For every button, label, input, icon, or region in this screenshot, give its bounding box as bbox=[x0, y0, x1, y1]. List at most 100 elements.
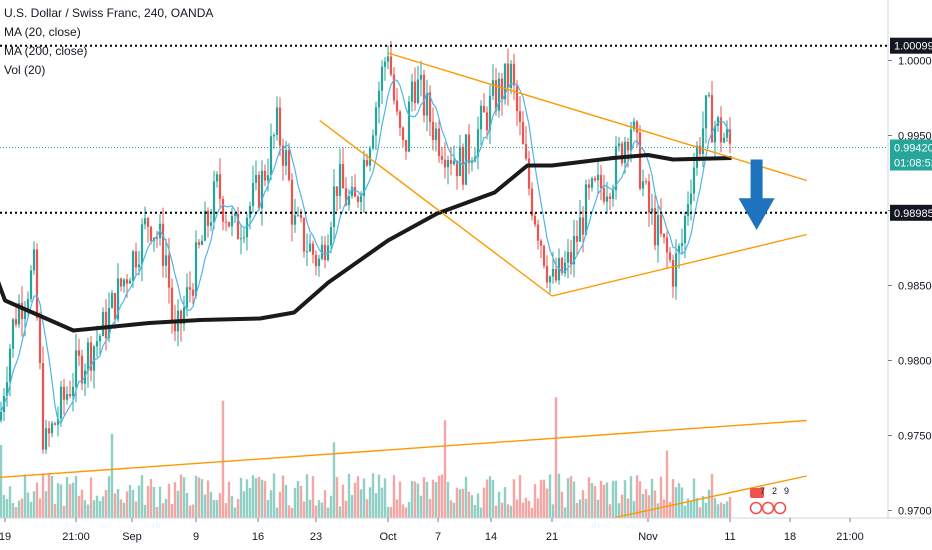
price-tag-box bbox=[890, 139, 932, 156]
x-tick-label: 11 bbox=[724, 531, 735, 543]
volume-bar bbox=[383, 478, 387, 518]
candle-body bbox=[170, 287, 174, 322]
candle-body bbox=[215, 174, 219, 182]
volume-bar bbox=[563, 507, 567, 518]
volume-bar bbox=[5, 499, 9, 518]
event-dot bbox=[761, 501, 775, 515]
indicator-ma20[interactable]: MA (20, close) bbox=[4, 25, 81, 39]
candle-body bbox=[563, 262, 567, 274]
candle-body bbox=[692, 167, 696, 194]
candle-body bbox=[44, 428, 48, 450]
candle-body bbox=[191, 289, 195, 296]
x-tick-label: 19 bbox=[0, 531, 11, 543]
volume-bar bbox=[347, 473, 351, 518]
candle-body bbox=[236, 213, 240, 240]
candle-body bbox=[311, 243, 315, 255]
candle-body bbox=[398, 111, 402, 128]
candle-body bbox=[350, 187, 354, 197]
candle-body bbox=[713, 126, 717, 143]
volume-bar bbox=[410, 481, 414, 518]
candle-body bbox=[287, 150, 291, 180]
candle-body bbox=[113, 293, 117, 320]
volume-bar bbox=[539, 479, 543, 518]
event-flag bbox=[750, 488, 764, 498]
volume-bar bbox=[695, 498, 699, 518]
candle-body bbox=[620, 143, 624, 164]
symbol-title[interactable]: U.S. Dollar / Swiss Franc, 240, OANDA bbox=[4, 6, 214, 20]
volume-bar bbox=[374, 493, 378, 518]
volume-bar bbox=[599, 480, 603, 518]
candle-body bbox=[653, 208, 657, 246]
candle-body bbox=[470, 161, 474, 163]
volume-bar bbox=[380, 487, 384, 518]
volume-bar bbox=[269, 490, 273, 518]
candle-body bbox=[218, 174, 222, 199]
candle-body bbox=[227, 222, 231, 227]
volume-bar bbox=[242, 491, 246, 518]
volume-bar bbox=[458, 489, 462, 518]
y-tick-label: 0.97000 bbox=[898, 506, 932, 518]
volume-bar bbox=[62, 505, 66, 518]
indicator-ma200[interactable]: MA (200, close) bbox=[4, 44, 88, 58]
event-dot bbox=[773, 501, 787, 515]
volume-bar bbox=[653, 490, 657, 518]
volume-bar bbox=[326, 507, 330, 518]
candle-body bbox=[617, 143, 621, 147]
volume-bar bbox=[512, 479, 516, 518]
volume-bar bbox=[56, 483, 60, 518]
volume-bar bbox=[416, 483, 420, 518]
volume-bar bbox=[464, 476, 468, 518]
volume-bar bbox=[722, 503, 726, 518]
volume-bar bbox=[89, 477, 93, 518]
volume-bar bbox=[341, 484, 345, 518]
x-tick-label: 9 bbox=[193, 531, 199, 543]
volume-bar bbox=[50, 476, 54, 518]
volume-bar bbox=[674, 487, 678, 518]
candle-body bbox=[509, 63, 513, 88]
volume-bar bbox=[620, 494, 624, 518]
candle-body bbox=[611, 190, 615, 199]
candle-body bbox=[59, 386, 63, 419]
candle-body bbox=[146, 218, 150, 227]
candle-body bbox=[491, 80, 495, 96]
volume-bar bbox=[536, 498, 540, 518]
candle-body bbox=[374, 107, 378, 136]
volume-bar bbox=[605, 482, 609, 518]
volume-bar bbox=[29, 501, 33, 518]
candle-body bbox=[344, 188, 348, 206]
candle-body bbox=[266, 175, 270, 181]
candle-body bbox=[419, 75, 423, 80]
candle-body bbox=[38, 318, 42, 364]
x-tick-label: 18 bbox=[784, 531, 796, 543]
volume-bar bbox=[518, 475, 522, 518]
candle-body bbox=[308, 243, 312, 252]
volume-bar bbox=[488, 476, 492, 518]
candle-body bbox=[98, 336, 102, 342]
volume-bar bbox=[422, 477, 426, 518]
volume-bar bbox=[656, 503, 660, 518]
volume-bar bbox=[293, 487, 297, 518]
volume-bar bbox=[719, 502, 723, 518]
candle-body bbox=[335, 186, 339, 196]
volume-bar bbox=[239, 477, 243, 518]
candle-body bbox=[149, 226, 153, 241]
candle-body bbox=[500, 78, 504, 100]
candle-body bbox=[443, 159, 447, 168]
volume-bar bbox=[635, 475, 639, 518]
candle-body bbox=[41, 363, 45, 450]
candle-body bbox=[206, 210, 210, 226]
candle-body bbox=[23, 309, 27, 320]
volume-bar bbox=[530, 507, 534, 518]
candle-body bbox=[221, 198, 225, 222]
trendline bbox=[612, 475, 807, 519]
volume-bar bbox=[461, 488, 465, 518]
volume-bar bbox=[353, 482, 357, 518]
candle-body bbox=[479, 105, 483, 130]
candle-body bbox=[548, 276, 552, 283]
volume-bar bbox=[131, 489, 135, 518]
indicator-volume[interactable]: Vol (20) bbox=[4, 63, 46, 77]
